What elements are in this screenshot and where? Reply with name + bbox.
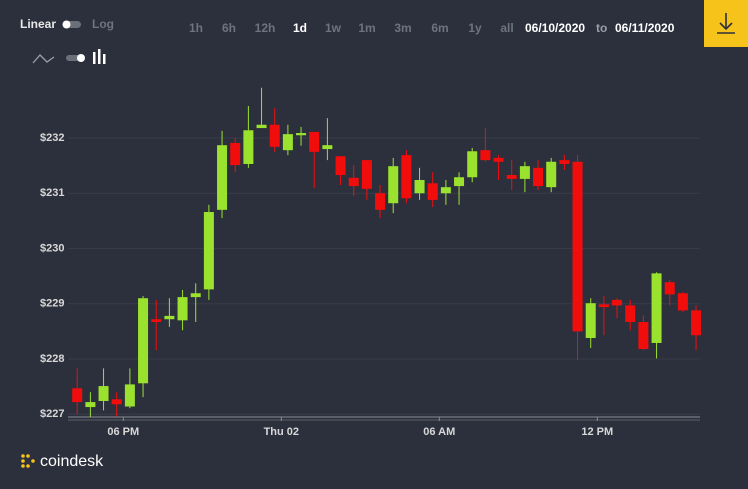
candle-body (151, 319, 162, 322)
candle-body (519, 166, 530, 179)
download-icon (717, 13, 735, 34)
candle-body (190, 293, 201, 298)
y-tick-label: $231 (40, 187, 64, 199)
candle-body (348, 177, 359, 187)
range-button[interactable]: 6h (222, 21, 236, 35)
candle-body (138, 298, 149, 384)
candle-body (651, 273, 662, 343)
y-tick-label: $232 (40, 132, 64, 144)
candle-body (72, 388, 83, 403)
candle-body (322, 145, 333, 150)
date-from[interactable]: 06/10/2020 (525, 21, 585, 35)
candle-body (664, 282, 675, 295)
line-chart-icon[interactable] (32, 54, 55, 64)
brand-logo (21, 454, 35, 468)
candle-body (572, 161, 583, 332)
candle-body (638, 321, 649, 350)
candle-body (296, 133, 307, 136)
candle-body (375, 193, 386, 210)
scale-linear[interactable]: Linear (20, 17, 56, 31)
candle-body (533, 167, 544, 187)
candle-body (217, 145, 228, 210)
date-to[interactable]: 06/11/2020 (615, 21, 675, 35)
candle-body (612, 299, 623, 306)
range-button[interactable]: 1y (468, 21, 482, 35)
candle-body (388, 166, 399, 204)
candle-body (164, 315, 175, 320)
candle-body (585, 303, 596, 338)
date-separator: to (596, 21, 607, 35)
candle-body (401, 155, 412, 199)
range-button[interactable]: 3m (394, 21, 411, 35)
range-button[interactable]: 1m (358, 21, 375, 35)
x-tick-label: 12 PM (581, 426, 613, 438)
x-tick-label: 06 PM (107, 426, 139, 438)
candle-body (625, 305, 636, 322)
y-tick-label: $227 (40, 408, 64, 420)
candle-body (361, 160, 372, 189)
range-button[interactable]: 12h (255, 21, 276, 35)
candle-body (111, 399, 122, 405)
candle-body (85, 402, 96, 408)
candle-body (598, 304, 609, 308)
y-tick-label: $230 (40, 242, 64, 254)
candle-body (335, 156, 346, 176)
candle-body (230, 142, 241, 166)
candle-body (454, 177, 465, 187)
range-button[interactable]: 1h (189, 21, 203, 35)
range-button[interactable]: all (500, 21, 513, 35)
candle-body (546, 161, 557, 188)
candle-body (282, 134, 293, 151)
plot: $227 $228 $229 $230 $231 $232 06 PM Thu 02 06 AM… (40, 87, 702, 438)
candle-body (203, 212, 214, 290)
candle-body (414, 179, 425, 194)
scale-log[interactable]: Log (92, 17, 114, 31)
candle-body (177, 297, 188, 321)
x-tick-label: 06 AM (423, 426, 455, 438)
x-tick-label: Thu 02 (264, 426, 299, 438)
candle-body (440, 187, 451, 194)
candle-body (309, 131, 320, 152)
candle-body (98, 386, 109, 401)
candle-body (506, 175, 517, 179)
candle-body (691, 310, 702, 336)
candle-body (269, 124, 280, 147)
candle-body (256, 124, 267, 129)
candle-body (559, 160, 570, 164)
candle-body (427, 183, 438, 200)
y-tick-label: $228 (40, 353, 64, 365)
range-button[interactable]: 6m (431, 21, 448, 35)
candle-body (124, 384, 135, 407)
range-button[interactable]: 1w (325, 21, 342, 35)
chart-type-toggle-knob (77, 54, 85, 62)
candle-body (493, 157, 504, 162)
candle-body (677, 293, 688, 311)
brand-name: coindesk (40, 453, 104, 470)
scale-toggle-knob (62, 20, 71, 29)
candle-body (243, 130, 254, 164)
y-tick-label: $229 (40, 298, 64, 310)
candle-body (480, 150, 491, 161)
candle-chart-icon[interactable] (93, 49, 106, 64)
range-button[interactable]: 1d (293, 21, 307, 35)
candle-body (467, 151, 478, 178)
